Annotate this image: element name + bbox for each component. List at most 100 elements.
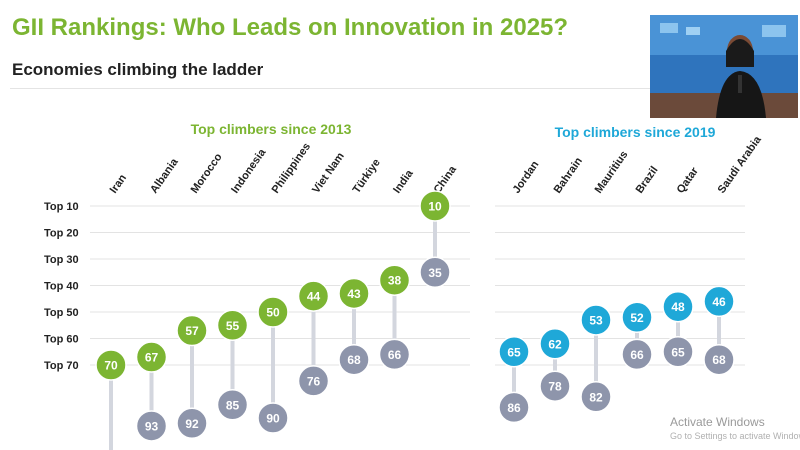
previous-rank-marker: 78	[539, 370, 571, 402]
previous-rank-marker: 93	[135, 410, 168, 442]
previous-rank-value: 68	[347, 353, 361, 367]
current-rank-circle	[621, 301, 653, 334]
previous-rank-marker: 66	[378, 338, 411, 371]
previous-rank-value: 85	[226, 398, 240, 412]
current-rank-circle	[338, 277, 370, 310]
previous-rank-value: 92	[185, 417, 199, 431]
current-rank-circle	[257, 296, 289, 328]
y-tick-label: Top 70	[44, 360, 79, 372]
current-rank-marker: 46	[703, 285, 735, 318]
previous-rank-marker: 76	[297, 365, 330, 397]
y-tick-label: Top 40	[44, 281, 79, 293]
category-label: Jordan	[511, 159, 542, 196]
current-rank-value: 57	[185, 324, 199, 338]
current-rank-value: 44	[307, 290, 321, 304]
previous-rank-marker: 86	[498, 391, 530, 424]
category-label: India	[391, 167, 416, 196]
y-tick-label: Top 10	[44, 201, 79, 213]
previous-rank-circle	[378, 338, 411, 371]
group-label: Top climbers since 2013	[191, 121, 352, 137]
current-rank-circle	[297, 280, 330, 312]
previous-rank-circle	[338, 343, 370, 376]
category-label: Iran	[108, 172, 130, 196]
current-rank-value: 50	[266, 306, 280, 320]
current-rank-circle	[539, 328, 571, 360]
activate-windows-hint: Go to Settings to activate Windows.	[670, 431, 800, 441]
previous-rank-circle	[580, 381, 612, 413]
category-label: Mauritius	[593, 149, 631, 196]
previous-rank-circle	[662, 336, 694, 368]
current-rank-value: 65	[507, 345, 521, 359]
previous-rank-value: 90	[266, 412, 280, 426]
previous-rank-marker: 85	[216, 389, 249, 421]
category-label: Morocco	[189, 151, 225, 196]
current-rank-marker: 62	[539, 328, 571, 360]
previous-rank-value: 68	[712, 353, 726, 367]
previous-rank-value: 78	[548, 380, 562, 394]
current-rank-value: 53	[589, 313, 603, 327]
previous-rank-circle	[297, 365, 330, 397]
current-rank-circle	[580, 304, 612, 336]
current-rank-value: 38	[388, 274, 402, 288]
current-rank-marker: 50	[257, 296, 289, 328]
page-subtitle: Economies climbing the ladder	[12, 60, 264, 79]
current-rank-marker: 52	[621, 301, 653, 334]
previous-rank-marker: 66	[621, 338, 653, 371]
y-tick-label: Top 60	[44, 334, 79, 346]
header-divider	[10, 88, 650, 89]
previous-rank-marker: 65	[662, 336, 694, 368]
previous-rank-value: 86	[507, 401, 521, 415]
current-rank-marker: 10	[419, 190, 451, 222]
previous-rank-marker: 92	[176, 407, 208, 440]
current-rank-value: 52	[630, 311, 644, 325]
previous-rank-circle	[498, 391, 530, 424]
y-tick-label: Top 30	[44, 254, 79, 266]
previous-rank-marker: 35	[419, 256, 451, 288]
previous-rank-circle	[135, 410, 168, 442]
current-rank-marker: 57	[176, 314, 208, 347]
current-rank-value: 62	[548, 337, 562, 351]
category-label: Indonesia	[229, 146, 269, 196]
category-label: Brazil	[634, 164, 661, 195]
category-label: Bahrain	[552, 155, 585, 196]
grid-layer	[90, 205, 745, 366]
current-rank-value: 48	[671, 300, 685, 314]
current-rank-marker: 48	[662, 290, 694, 323]
page-title: GII Rankings: Who Leads on Innovation in…	[12, 14, 569, 41]
current-rank-circle	[662, 290, 694, 323]
current-rank-marker: 70	[95, 349, 127, 381]
current-rank-marker: 38	[378, 264, 411, 296]
current-rank-circle	[378, 264, 411, 296]
previous-rank-value: 66	[630, 348, 644, 362]
previous-rank-value: 35	[428, 266, 442, 280]
previous-rank-value: 82	[589, 390, 603, 404]
previous-rank-marker: 82	[580, 381, 612, 413]
category-label: Türkiye	[351, 157, 383, 196]
current-rank-marker: 53	[580, 304, 612, 336]
category-label: Albania	[148, 156, 181, 196]
previous-rank-marker: 68	[338, 343, 370, 376]
previous-rank-circle	[257, 402, 289, 434]
category-label: Saudi Arabia	[716, 133, 765, 195]
current-rank-circle	[216, 309, 249, 341]
current-rank-marker: 67	[135, 341, 168, 373]
previous-rank-marker: 90	[257, 402, 289, 434]
previous-rank-circle	[176, 407, 208, 440]
previous-rank-circle	[621, 338, 653, 371]
current-rank-value: 10	[428, 200, 442, 214]
previous-rank-value: 76	[307, 374, 321, 388]
current-rank-circle	[498, 336, 530, 368]
y-tick-label: Top 20	[44, 228, 79, 240]
category-label: Philippines	[270, 141, 313, 196]
speaker-video-thumbnail	[650, 15, 798, 118]
current-rank-circle	[176, 314, 208, 347]
label-layer: Top 10 Top 20 Top 30 Top 40 Top 50 Top 60 Top …	[44, 121, 764, 372]
previous-rank-value: 93	[145, 419, 159, 433]
activate-windows-watermark: Activate Windows	[670, 415, 765, 429]
current-rank-value: 67	[145, 351, 159, 365]
previous-rank-value: 66	[388, 348, 402, 362]
previous-rank-circle	[539, 370, 571, 402]
y-tick-label: Top 50	[44, 307, 79, 319]
current-rank-circle	[95, 349, 127, 381]
